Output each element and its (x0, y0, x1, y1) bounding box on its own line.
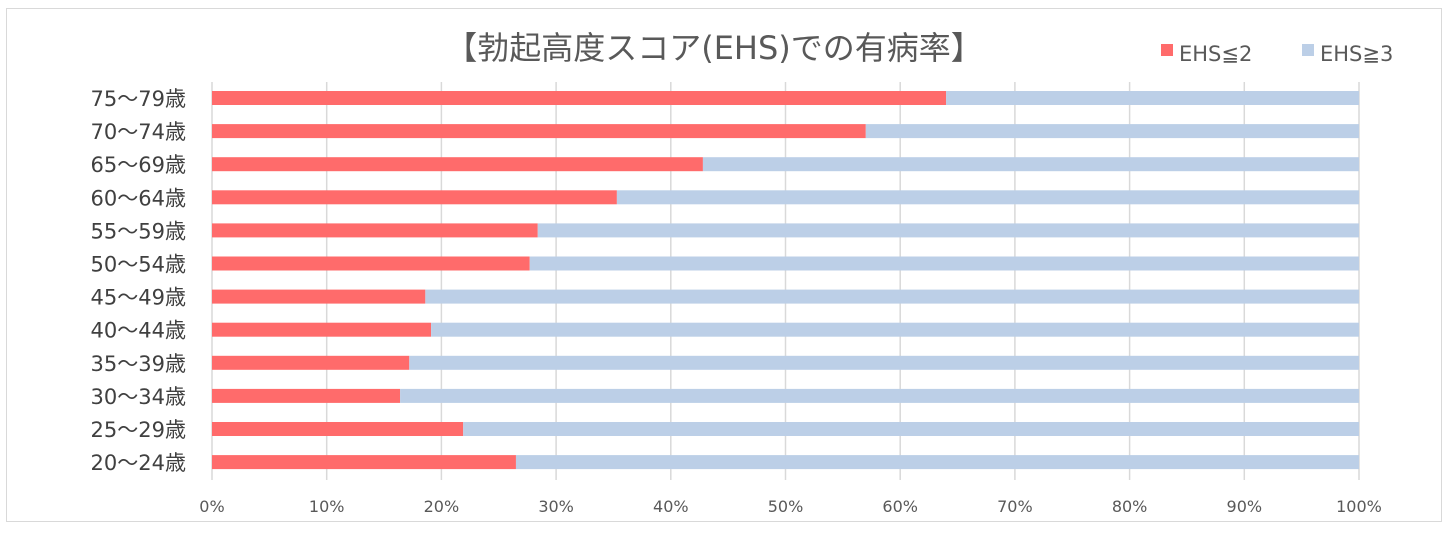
legend-label-ehs-le2: EHS≦2 (1179, 42, 1252, 66)
bar-ehs-ge3 (529, 256, 1359, 271)
bar-ehs-le2 (212, 157, 703, 172)
bars (212, 91, 1359, 470)
x-tick-label: 80% (1112, 497, 1148, 516)
legend-label-ehs-ge3: EHS≧3 (1320, 42, 1393, 66)
x-tick-label: 50% (768, 497, 804, 516)
x-tick-label: 20% (424, 497, 460, 516)
bar-ehs-ge3 (425, 289, 1359, 304)
legend: EHS≦2 EHS≧3 (1161, 42, 1393, 66)
category-label: 40～44歳 (91, 319, 186, 343)
bar-ehs-le2 (212, 223, 538, 238)
x-tick-label: 90% (1227, 497, 1263, 516)
category-labels: 75～79歳 70～74歳 65～69歳 60～64歳 55～59歳 50～54歳 45～4… (91, 87, 186, 475)
category-label: 75～79歳 (91, 87, 186, 111)
legend-swatch-ehs-le2 (1161, 44, 1173, 56)
category-label: 35～39歳 (91, 352, 186, 376)
bar-ehs-ge3 (616, 190, 1359, 205)
category-label: 60～64歳 (91, 186, 186, 210)
bar-ehs-le2 (212, 455, 516, 470)
bar-ehs-ge3 (409, 355, 1359, 370)
category-label: 20～24歳 (91, 451, 186, 475)
bar-ehs-le2 (212, 124, 866, 139)
bar-ehs-ge3 (431, 322, 1359, 337)
category-label: 55～59歳 (91, 219, 186, 243)
x-tick-label: 100% (1336, 497, 1382, 516)
bar-ehs-le2 (212, 256, 530, 271)
category-label: 65～69歳 (91, 153, 186, 177)
bar-ehs-le2 (212, 190, 617, 205)
category-label: 25～29歳 (91, 418, 186, 442)
gridlines (211, 82, 1360, 480)
bar-ehs-ge3 (702, 157, 1359, 172)
x-tick-label: 30% (538, 497, 574, 516)
bar-ehs-le2 (212, 388, 401, 403)
legend-swatch-ehs-ge3 (1302, 44, 1314, 56)
bar-ehs-le2 (212, 322, 432, 337)
bar-ehs-ge3 (537, 223, 1359, 238)
category-label: 70～74歳 (91, 120, 186, 144)
bar-ehs-ge3 (865, 124, 1359, 139)
x-tick-label: 40% (653, 497, 689, 516)
x-tick-label: 60% (882, 497, 918, 516)
bar-ehs-le2 (212, 355, 410, 370)
category-label: 45～49歳 (91, 286, 186, 310)
bar-ehs-le2 (212, 91, 947, 105)
x-tick-labels: 0% 10% 20% 30% 40% 50% 60% 70% 80% 90% 100% (199, 497, 1382, 516)
bar-ehs-ge3 (400, 388, 1359, 403)
x-tick-label: 10% (309, 497, 345, 516)
bar-ehs-ge3 (946, 91, 1359, 105)
bar-ehs-ge3 (515, 455, 1359, 470)
bar-ehs-le2 (212, 422, 464, 436)
category-label: 30～34歳 (91, 385, 186, 409)
chart-title: 【勃起高度スコア(EHS)での有病率】 (445, 29, 983, 67)
x-tick-label: 0% (199, 497, 224, 516)
category-label: 50～54歳 (91, 253, 186, 277)
x-tick-label: 70% (997, 497, 1033, 516)
bar-ehs-le2 (212, 289, 426, 304)
bar-ehs-ge3 (463, 422, 1359, 436)
